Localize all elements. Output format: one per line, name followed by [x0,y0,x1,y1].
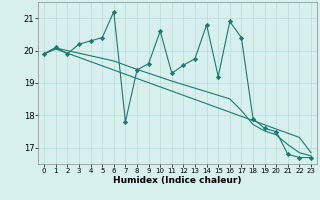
X-axis label: Humidex (Indice chaleur): Humidex (Indice chaleur) [113,176,242,185]
